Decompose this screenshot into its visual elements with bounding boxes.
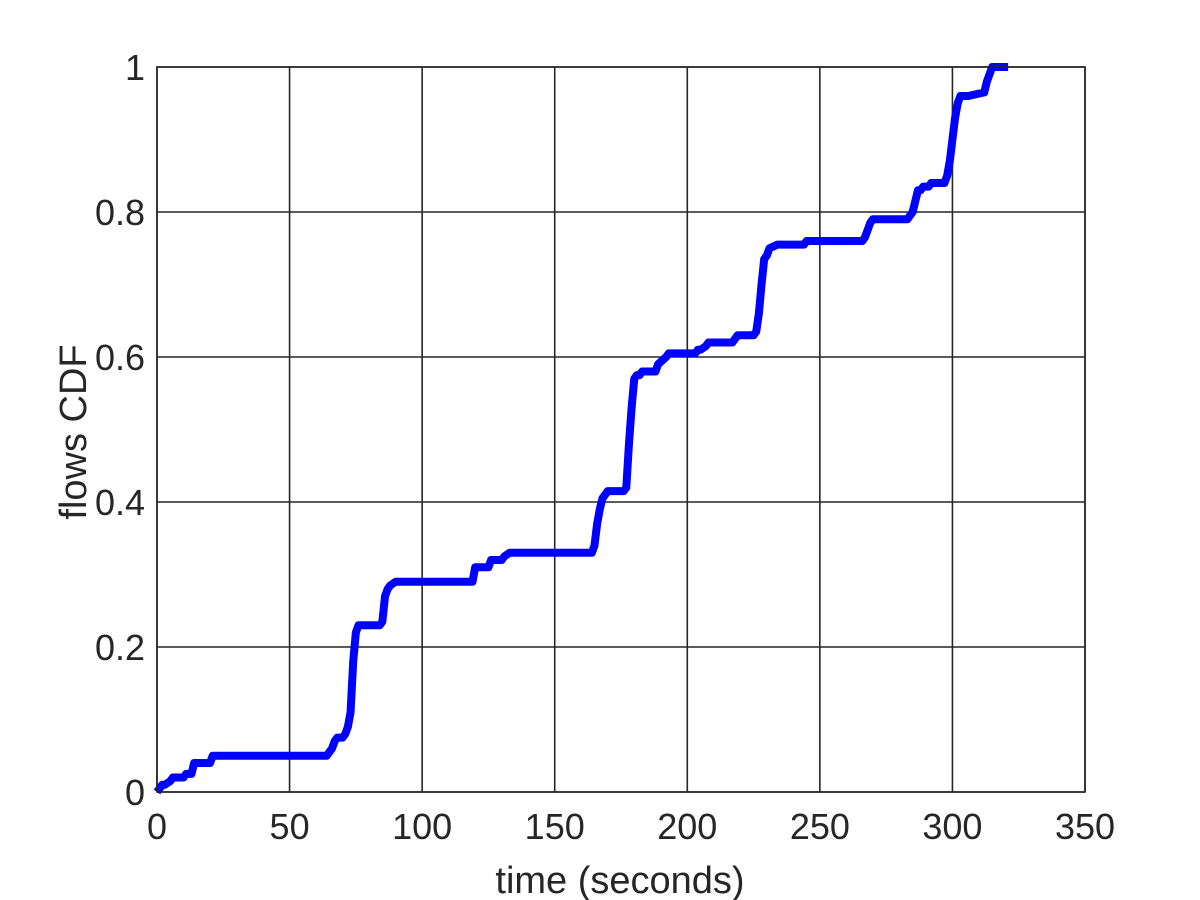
cdf-series-line	[153, 63, 1010, 795]
tick-labels: 0 50 100 150 200 250 300 350 0 0.2 0.4 0.6 0.8 1	[95, 47, 1115, 847]
series-layer	[153, 63, 1010, 795]
axes	[156, 66, 1086, 793]
axes-box	[156, 66, 1086, 793]
x-tick-label: 0	[147, 806, 167, 847]
x-tick-label: 250	[790, 806, 850, 847]
x-tick-label: 200	[657, 806, 717, 847]
y-tick-label: 0	[125, 772, 145, 813]
y-tick-label: 1	[125, 47, 145, 88]
y-tick-label: 0.8	[95, 192, 145, 233]
x-tick-label: 50	[270, 806, 310, 847]
x-tick-label: 100	[392, 806, 452, 847]
y-tick-label: 0.2	[95, 627, 145, 668]
y-tick-label: 0.6	[95, 337, 145, 378]
y-axis-label: flows CDF	[53, 344, 95, 519]
x-axis-label: time (seconds)	[495, 860, 744, 900]
x-tick-label: 150	[525, 806, 585, 847]
x-tick-label: 350	[1055, 806, 1115, 847]
x-tick-label: 300	[922, 806, 982, 847]
y-tick-label: 0.4	[95, 482, 145, 523]
